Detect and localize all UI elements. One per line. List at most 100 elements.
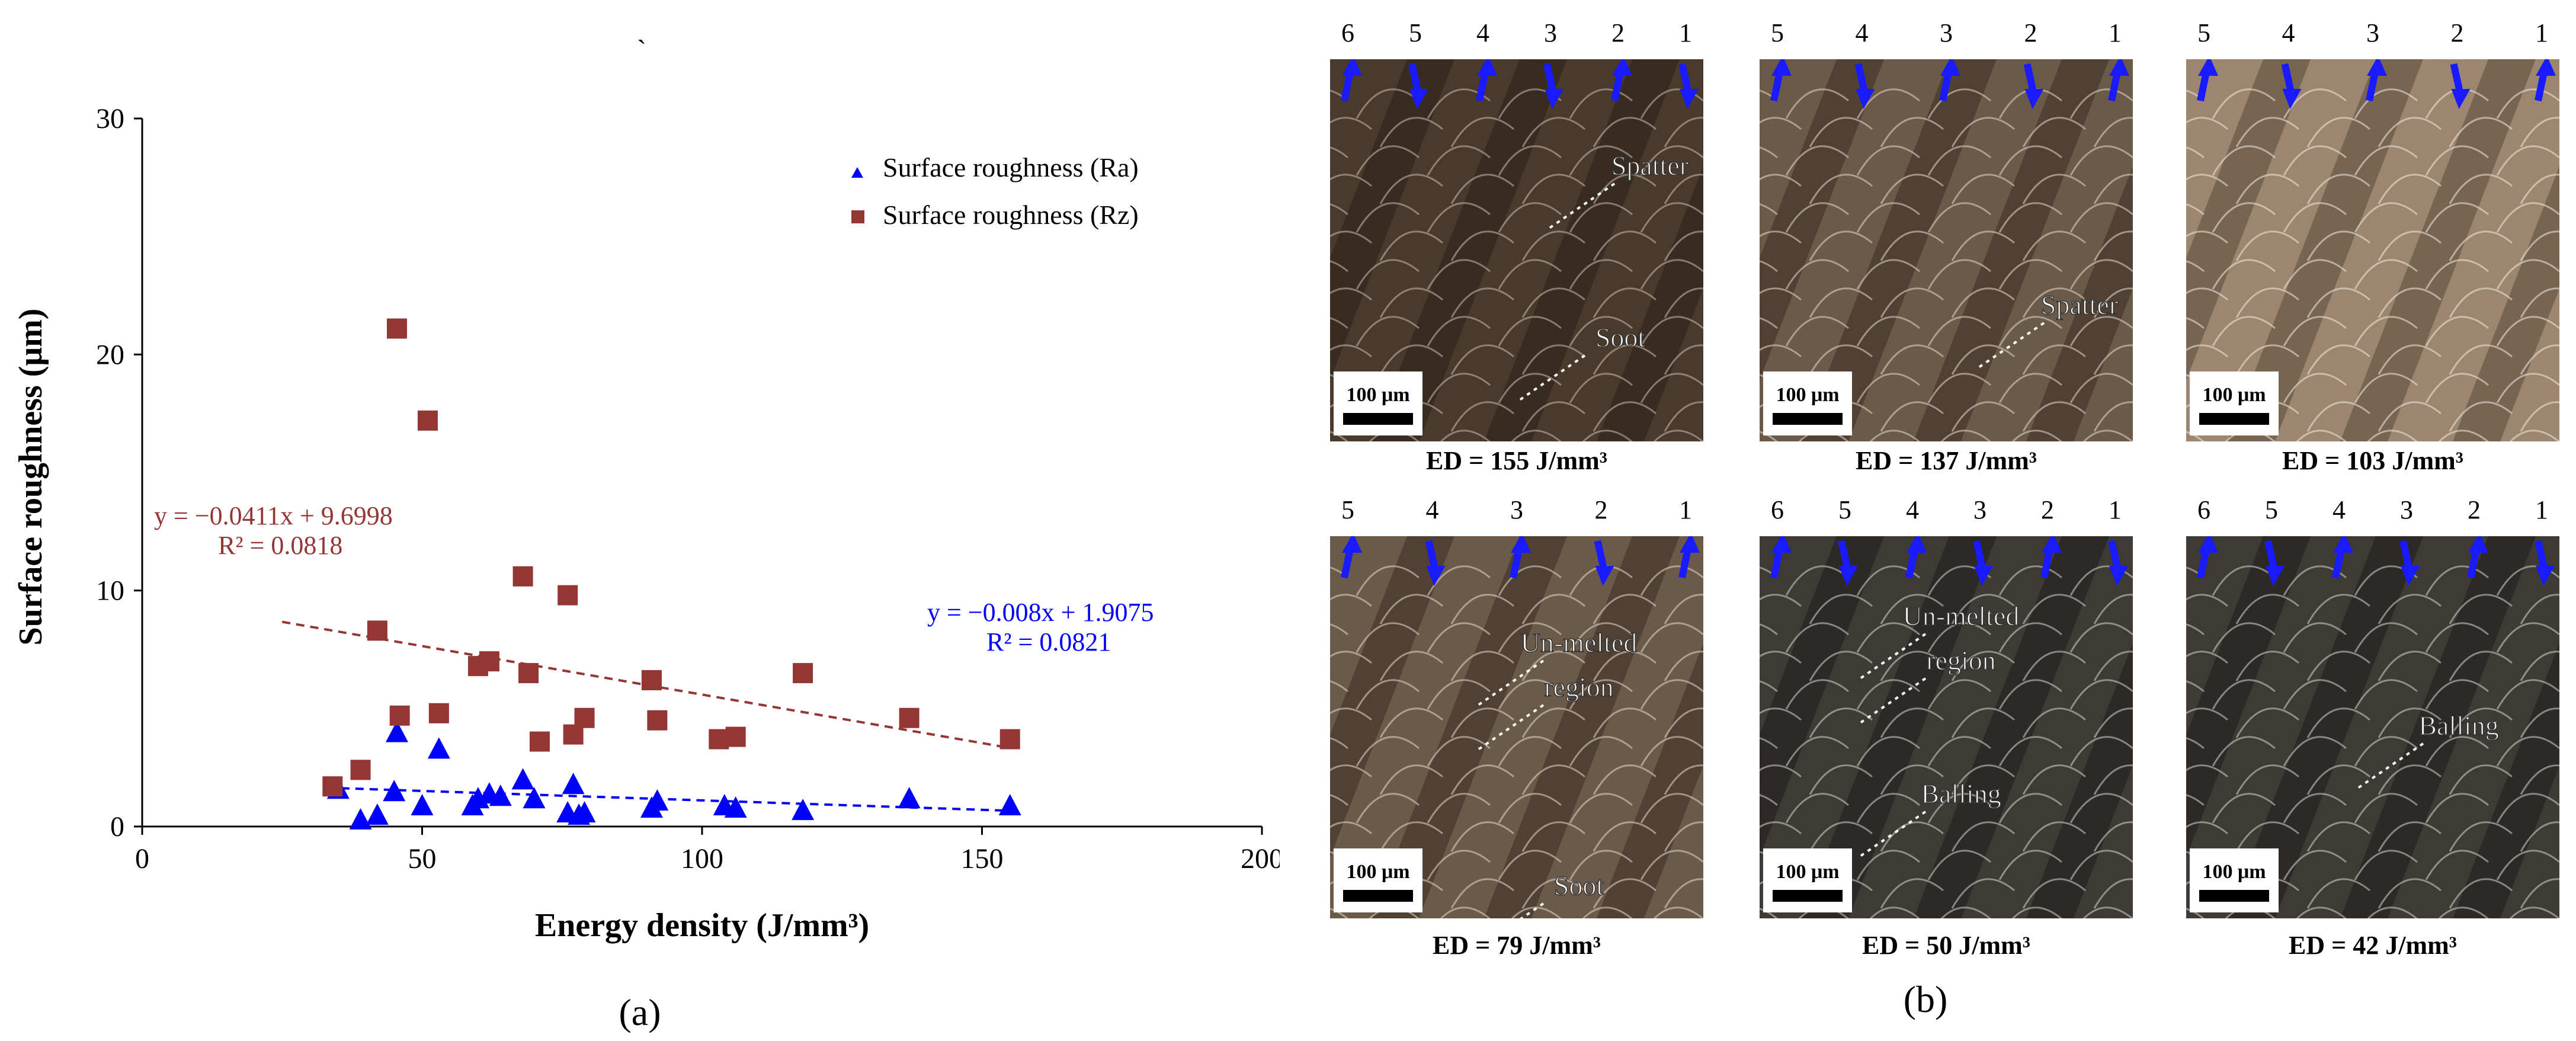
scan-track-line	[1809, 174, 1873, 204]
scan-track-line	[2354, 88, 2418, 119]
scan-track-line	[1760, 821, 1802, 835]
rz-point	[350, 760, 371, 780]
scan-track-line	[2235, 344, 2299, 375]
scan-track-line	[1664, 594, 1703, 624]
scan-track-line	[1760, 317, 1778, 329]
scan-track-line	[1809, 594, 1873, 624]
scan-track-line	[2093, 117, 2133, 148]
track-number: 3	[1973, 495, 1987, 524]
scan-track-line	[2520, 117, 2559, 148]
scan-track-line	[1998, 565, 2062, 596]
scan-track-line	[1664, 401, 1703, 432]
arrowhead-down-icon	[1680, 89, 1699, 109]
arrowhead-up-icon	[1612, 59, 1632, 76]
scan-track-line	[2093, 821, 2133, 852]
scan-track-line	[2235, 117, 2299, 148]
scan-track-line	[2425, 736, 2489, 767]
scan-track-line	[1760, 174, 1802, 187]
scan-track-line	[1330, 623, 1348, 636]
micrograph-image: 100 μm Un-melted region Balling	[1760, 536, 2133, 918]
scan-track-line	[2425, 202, 2489, 233]
scan-track-line	[1760, 146, 1778, 159]
rz-point	[899, 707, 919, 728]
scan-track-line	[2449, 821, 2513, 852]
scan-track-line	[2509, 907, 2559, 918]
arrowhead-up-icon	[2198, 536, 2218, 553]
scan-track-line	[1760, 260, 1778, 273]
scan-track-line	[1785, 565, 1849, 596]
scan-track-line	[2378, 287, 2442, 318]
track-number: 2	[1611, 18, 1625, 47]
scan-track-line	[2212, 622, 2276, 653]
melt-track-band	[1330, 59, 1454, 380]
arrowhead-down-icon	[2451, 89, 2471, 109]
scan-track-line	[2186, 566, 2205, 579]
scan-track-line	[1880, 651, 1944, 681]
arrowhead-down-icon	[2109, 566, 2128, 586]
scan-track-line	[1379, 764, 1443, 795]
scan-track-line	[1880, 344, 1944, 375]
rz-point	[389, 705, 410, 726]
scan-track-line	[1856, 373, 1920, 403]
ra-point	[511, 768, 534, 790]
track-number: 4	[1906, 495, 1919, 524]
scan-track-line	[1927, 679, 1991, 710]
legend-ra-label: Surface roughness (Ra)	[883, 152, 1139, 182]
ra-point	[646, 789, 669, 811]
scan-track-line	[2235, 707, 2299, 738]
scan-track-line	[1330, 908, 1348, 918]
scan-track-line	[1330, 566, 1348, 579]
rz-trendline	[281, 620, 1011, 749]
scan-track-line	[2296, 430, 2347, 441]
scan-track-line	[1569, 679, 1633, 710]
melt-track-band	[1484, 59, 1680, 441]
legend-rz-label: Surface roughness (Rz)	[883, 200, 1139, 230]
scan-track-line	[2378, 878, 2442, 909]
scan-track-line	[2235, 174, 2299, 204]
scan-track-line	[2354, 316, 2418, 347]
y-tick-label: 10	[96, 575, 124, 607]
scan-track-line	[2306, 764, 2370, 795]
scan-track-line	[1450, 651, 1514, 681]
scan-track-line	[1760, 707, 1802, 721]
scan-track-line	[1809, 230, 1873, 261]
scan-track-line	[1951, 878, 2015, 909]
rz-point	[428, 703, 449, 723]
scan-track-line	[1593, 230, 1657, 261]
scan-track-line	[1356, 736, 1420, 767]
scan-track-line	[1427, 793, 1491, 824]
scan-track-line	[2496, 316, 2559, 347]
scan-track-line	[1880, 878, 1944, 909]
scan-track-line	[1785, 793, 1849, 824]
scan-track-line	[1330, 89, 1348, 102]
track-number: 2	[2468, 495, 2481, 524]
track-number: 3	[2366, 18, 2379, 47]
ra-trend-equation: y = −0.008x + 1.9075	[927, 598, 1154, 627]
micrograph-caption: ED = 79 J/mm³	[1433, 931, 1601, 960]
scan-track-line	[1785, 88, 1849, 119]
scan-track-line	[2496, 373, 2559, 403]
trendlines	[281, 620, 1011, 812]
scan-track-line	[2283, 679, 2347, 710]
scan-track-line	[2011, 430, 2062, 441]
track-number: 1	[2109, 495, 2122, 524]
arrowhead-up-icon	[1907, 536, 1927, 553]
scan-track-line	[2449, 344, 2513, 375]
scan-track-line	[1809, 344, 1873, 375]
scan-track-line	[1785, 736, 1849, 767]
scan-track-line	[2069, 145, 2133, 176]
scan-track-line	[2186, 203, 2205, 216]
scan-track-line	[1450, 764, 1514, 795]
scan-track-line	[1640, 145, 1703, 176]
track-number: 1	[2535, 495, 2548, 524]
scan-track-line	[1760, 287, 1802, 301]
scan-track-line	[1760, 651, 1802, 664]
arrowhead-down-icon	[1974, 566, 1993, 586]
scan-track-line	[1330, 146, 1348, 159]
track-number: 1	[2109, 18, 2122, 47]
scan-track-line	[2449, 230, 2513, 261]
scan-track-line	[2093, 651, 2133, 681]
scan-track-line	[1356, 259, 1420, 290]
scan-track-line	[1760, 623, 1778, 636]
scan-track-line	[2093, 401, 2133, 432]
